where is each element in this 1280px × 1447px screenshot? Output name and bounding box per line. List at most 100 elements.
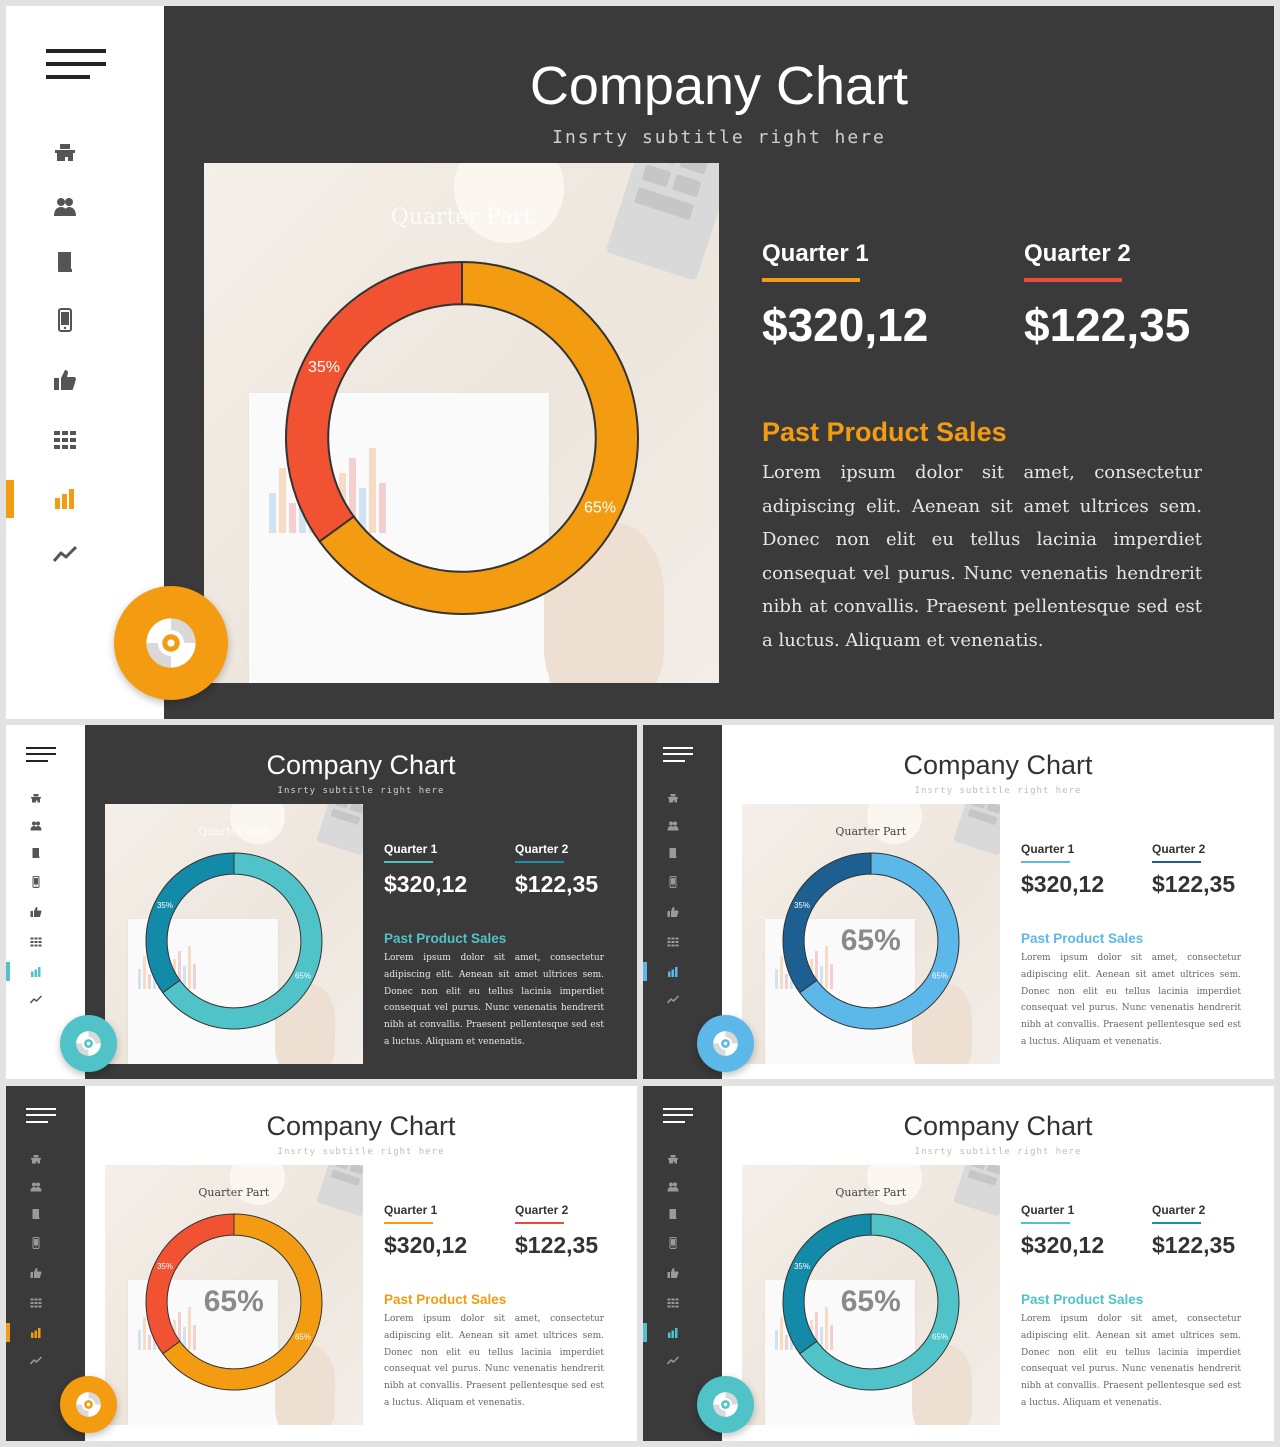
quarter-label: Quarter 2 xyxy=(515,842,569,856)
donut-slice-label-1: 35% xyxy=(157,901,173,910)
trend-line-icon[interactable] xyxy=(666,992,680,1006)
disc-fab-button[interactable] xyxy=(60,1376,117,1433)
quarter-label: Quarter 2 xyxy=(1152,842,1206,856)
donut-chart: 35% 65% xyxy=(782,1213,960,1391)
thumbs-up-icon[interactable] xyxy=(29,1266,43,1280)
quarter-2-block: Quarter 2 $122,35 xyxy=(1024,238,1190,352)
trend-line-icon[interactable] xyxy=(666,1353,680,1367)
menu-icon[interactable] xyxy=(663,746,693,762)
menu-icon[interactable] xyxy=(26,746,56,762)
quarter-value: $320,12 xyxy=(384,871,468,897)
quarter-label: Quarter 1 xyxy=(384,1203,438,1217)
page-title: Company Chart xyxy=(529,56,909,116)
grid-icon[interactable] xyxy=(666,935,680,949)
grid-icon[interactable] xyxy=(29,1296,43,1310)
chart-title: Quarter Part xyxy=(198,824,270,838)
mobile-icon[interactable] xyxy=(666,875,680,889)
disc-fab-button[interactable] xyxy=(60,1015,117,1072)
thumbs-up-icon[interactable] xyxy=(29,905,43,919)
donut-slice-1 xyxy=(145,852,235,994)
grid-icon[interactable] xyxy=(29,935,43,949)
active-nav-marker xyxy=(643,1323,647,1342)
quarter-value: $320,12 xyxy=(384,1232,468,1258)
donut-slice-label-2: 65% xyxy=(583,500,615,517)
home-icon[interactable] xyxy=(666,791,680,805)
section-body-text: Lorem ipsum dolor sit amet, consectetur … xyxy=(1021,1314,1241,1408)
trend-line-icon[interactable] xyxy=(29,1353,43,1367)
bar-chart-icon[interactable] xyxy=(666,1326,680,1340)
chart-title: Quarter Part xyxy=(198,1185,270,1199)
donut-slice-label-1: 35% xyxy=(157,1262,173,1271)
mobile-icon[interactable] xyxy=(29,875,43,889)
donut-center-percent: 65% xyxy=(840,1285,901,1318)
disc-icon xyxy=(74,1390,103,1419)
donut-center-percent: 65% xyxy=(840,924,901,957)
page-subtitle: Insrty subtitle right here xyxy=(277,1146,445,1157)
users-icon[interactable] xyxy=(29,1180,43,1194)
section-title: Past Product Sales xyxy=(1021,1291,1144,1307)
quarter-label: Quarter 2 xyxy=(1152,1203,1206,1217)
chart-photo-card: Quarter Part 35% 65% 65% xyxy=(105,1164,363,1425)
disc-fab-button[interactable] xyxy=(114,586,228,700)
menu-icon[interactable] xyxy=(663,1107,693,1123)
main-panel: Company Chart Insrty subtitle right here Q… xyxy=(164,6,1274,719)
home-icon[interactable] xyxy=(29,1152,43,1166)
donut-slice-label-2: 65% xyxy=(932,1332,948,1341)
bar-chart-icon[interactable] xyxy=(29,1326,43,1340)
book-icon[interactable] xyxy=(666,1207,680,1221)
thumbs-up-icon[interactable] xyxy=(51,366,79,394)
trend-line-icon[interactable] xyxy=(29,992,43,1006)
quarter-underline xyxy=(1152,861,1201,863)
donut-chart: 35% 65% xyxy=(145,852,323,1030)
home-icon[interactable] xyxy=(666,1152,680,1166)
donut-slice-2 xyxy=(161,852,323,1030)
disc-fab-button[interactable] xyxy=(697,1015,754,1072)
disc-fab-button[interactable] xyxy=(697,1376,754,1433)
page-subtitle: Insrty subtitle right here xyxy=(914,785,1082,796)
users-icon[interactable] xyxy=(29,819,43,833)
disc-icon xyxy=(74,1029,103,1058)
menu-icon[interactable] xyxy=(46,49,106,79)
home-icon[interactable] xyxy=(29,791,43,805)
quarter-value: $122,35 xyxy=(1152,871,1236,897)
users-icon[interactable] xyxy=(51,193,79,221)
grid-icon[interactable] xyxy=(666,1296,680,1310)
mobile-icon[interactable] xyxy=(666,1236,680,1250)
cup-photo-element xyxy=(230,1164,285,1205)
book-icon[interactable] xyxy=(51,248,79,276)
donut-slice-1 xyxy=(145,1213,235,1355)
grid-icon[interactable] xyxy=(51,426,79,454)
quarter-value: $320,12 xyxy=(1021,1232,1105,1258)
disc-icon xyxy=(711,1029,740,1058)
thumbs-up-icon[interactable] xyxy=(666,1266,680,1280)
mobile-icon[interactable] xyxy=(29,1236,43,1250)
quarter-underline xyxy=(1021,1222,1070,1224)
bar-chart-icon[interactable] xyxy=(51,485,79,513)
disc-icon xyxy=(142,614,200,672)
cup-photo-element xyxy=(230,803,285,844)
quarter-underline xyxy=(515,861,564,863)
trend-line-icon[interactable] xyxy=(51,539,79,567)
bar-chart-icon[interactable] xyxy=(29,965,43,979)
thumbs-up-icon[interactable] xyxy=(666,905,680,919)
book-icon[interactable] xyxy=(29,846,43,860)
section-title: Past Product Sales xyxy=(762,417,1007,447)
donut-slice-label-1: 35% xyxy=(794,901,810,910)
users-icon[interactable] xyxy=(666,819,680,833)
active-nav-marker xyxy=(6,480,14,518)
menu-icon[interactable] xyxy=(26,1107,56,1123)
quarter-label: Quarter 1 xyxy=(1021,1203,1075,1217)
book-icon[interactable] xyxy=(29,1207,43,1221)
users-icon[interactable] xyxy=(666,1180,680,1194)
home-icon[interactable] xyxy=(51,138,79,166)
quarter-2-block: Quarter 2 $122,35 xyxy=(1152,1202,1235,1259)
quarter-underline xyxy=(1021,861,1070,863)
slide-light-teal: Company Chart Insrty subtitle right here Q… xyxy=(643,1086,1274,1441)
book-icon[interactable] xyxy=(666,846,680,860)
quarter-1-block: Quarter 1 $320,12 xyxy=(762,238,928,352)
bar-chart-icon[interactable] xyxy=(666,965,680,979)
quarter-underline xyxy=(384,1222,433,1224)
section-body-text: Lorem ipsum dolor sit amet, consectetur … xyxy=(1021,953,1241,1047)
mobile-icon[interactable] xyxy=(51,306,79,334)
quarter-2-block: Quarter 2 $122,35 xyxy=(1152,841,1235,898)
